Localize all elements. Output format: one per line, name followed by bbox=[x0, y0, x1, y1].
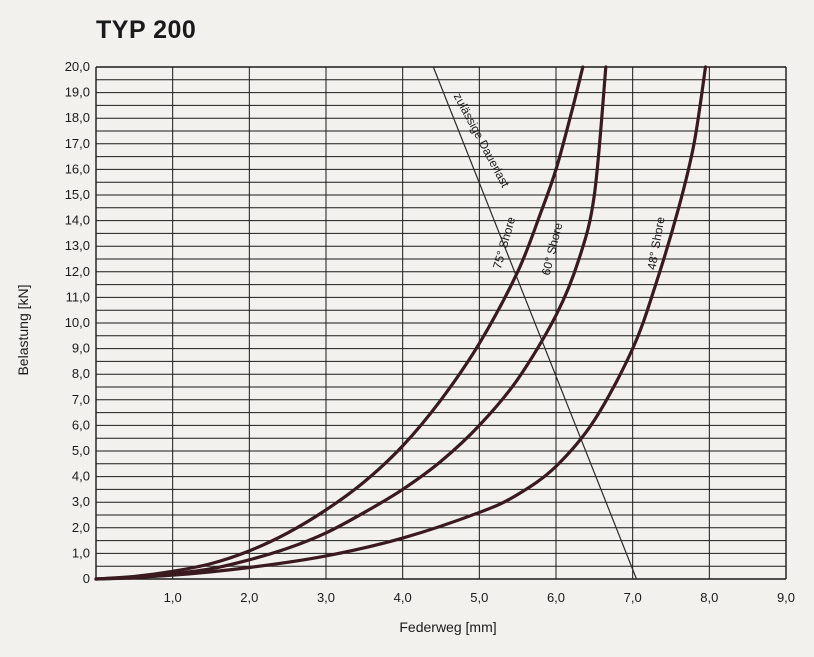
x-tick-label: 5,0 bbox=[470, 590, 488, 605]
y-tick-label: 13,0 bbox=[65, 238, 90, 253]
y-tick-label: 4,0 bbox=[72, 469, 90, 484]
y-tick-label: 1,0 bbox=[72, 545, 90, 560]
x-tick-label: 3,0 bbox=[317, 590, 335, 605]
y-tick-label: 19,0 bbox=[65, 85, 90, 100]
y-tick-label: 3,0 bbox=[72, 494, 90, 509]
x-tick-label: 4,0 bbox=[394, 590, 412, 605]
y-axis-label: Belastung [kN] bbox=[15, 284, 31, 375]
grid bbox=[95, 66, 787, 580]
y-tick-label: 12,0 bbox=[65, 264, 90, 279]
y-tick-label: 11,0 bbox=[66, 289, 90, 304]
x-tick-label: 6,0 bbox=[547, 590, 565, 605]
y-tick-label: 8,0 bbox=[72, 366, 90, 381]
curve-60-shore bbox=[94, 65, 608, 581]
curve-75-shore bbox=[94, 65, 585, 581]
x-tick-label: 9,0 bbox=[777, 590, 795, 605]
y-tick-label: 20,0 bbox=[65, 59, 90, 74]
tick-labels: 0 1,0 2,0 3,0 4,0 5,0 6,0 7,0 8,0 9,0 10,0 11,0 12,0… bbox=[65, 59, 795, 605]
x-tick-label: 8,0 bbox=[700, 590, 718, 605]
y-tick-label: 15,0 bbox=[65, 187, 90, 202]
y-tick-label: 16,0 bbox=[65, 161, 90, 176]
x-tick-label: 1,0 bbox=[164, 590, 182, 605]
y-tick-label: 7,0 bbox=[72, 392, 90, 407]
x-tick-label: 7,0 bbox=[624, 590, 642, 605]
y-tick-label: 6,0 bbox=[72, 417, 90, 432]
y-tick-label: 14,0 bbox=[65, 213, 90, 228]
y-tick-label: 18,0 bbox=[65, 110, 90, 125]
y-tick-label: 5,0 bbox=[72, 443, 90, 458]
y-tick-label: 10,0 bbox=[65, 315, 90, 330]
curves bbox=[94, 65, 708, 581]
label-60-shore: 60° Shore bbox=[539, 221, 566, 277]
label-75-shore: 75° Shore bbox=[490, 215, 518, 271]
y-tick-label: 17,0 bbox=[65, 136, 90, 151]
line-zulaessige-dauerlast bbox=[432, 66, 638, 580]
chart-title: TYP 200 bbox=[96, 16, 197, 44]
x-axis-label: Federweg [mm] bbox=[399, 619, 496, 635]
y-tick-label: 2,0 bbox=[72, 520, 90, 535]
y-tick-label: 0 bbox=[83, 571, 90, 586]
curve-48-shore bbox=[94, 65, 708, 581]
y-tick-label: 9,0 bbox=[72, 341, 90, 356]
x-tick-label: 2,0 bbox=[240, 590, 258, 605]
